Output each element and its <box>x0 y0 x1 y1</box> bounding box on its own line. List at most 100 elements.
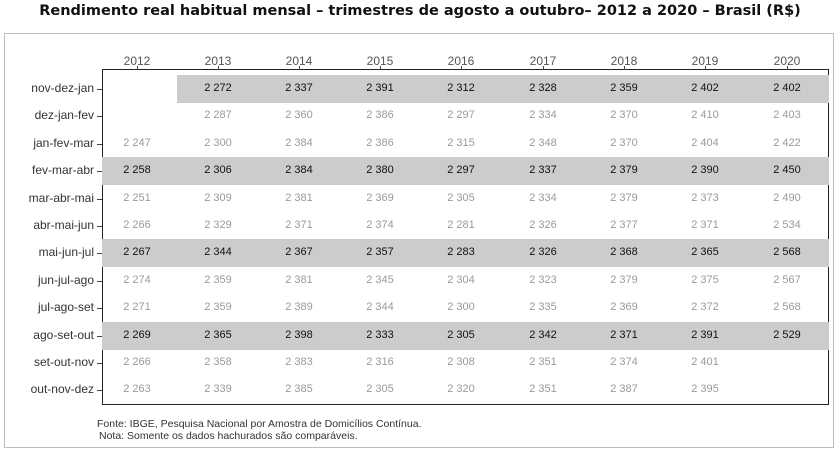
column-header: 2016 <box>447 54 475 68</box>
table-cell: 2 297 <box>447 109 475 122</box>
row-label: set-out-nov <box>33 355 94 369</box>
table-cell: 2 315 <box>447 136 475 149</box>
table-cell: 2 337 <box>529 164 557 177</box>
row-label: mai-jun-jul <box>38 245 94 260</box>
table-cell: 2 490 <box>773 191 801 204</box>
table-cell: 2 384 <box>285 164 313 177</box>
row-label: ago-set-out <box>33 327 94 342</box>
table-cell: 2 374 <box>610 356 638 368</box>
table-cell: 2 251 <box>123 191 151 204</box>
column-tick <box>380 66 381 70</box>
table-cell: 2 305 <box>447 191 475 204</box>
table-cell: 2 359 <box>610 82 638 94</box>
table-cell: 2 381 <box>285 273 313 286</box>
table-cell: 2 266 <box>123 356 151 368</box>
table-cell: 2 312 <box>447 82 475 94</box>
row-label: jun-jul-ago <box>37 272 94 287</box>
table-cell: 2 357 <box>366 246 394 259</box>
row-tick <box>97 253 102 255</box>
highlight-band <box>102 157 829 186</box>
row-tick <box>97 143 102 145</box>
table-cell: 2 326 <box>529 219 557 231</box>
table-cell: 2 247 <box>123 136 151 149</box>
table-cell: 2 373 <box>691 191 719 204</box>
table-cell: 2 308 <box>447 356 475 368</box>
table-cell: 2 266 <box>123 219 151 231</box>
column-header: 2014 <box>285 54 313 68</box>
column-tick <box>461 66 462 70</box>
row-label: jul-ago-set <box>37 300 94 315</box>
table-cell: 2 395 <box>691 383 719 396</box>
table-cell: 2 306 <box>204 164 232 177</box>
column-tick <box>624 66 625 70</box>
table-cell: 2 389 <box>285 301 313 314</box>
table-cell: 2 326 <box>529 246 557 259</box>
table-cell: 2 379 <box>610 273 638 286</box>
table-cell: 2 567 <box>773 273 801 286</box>
table-cell: 2 335 <box>529 301 557 314</box>
table-cell: 2 271 <box>123 301 151 314</box>
highlight-band <box>177 75 829 103</box>
column-header: 2017 <box>529 54 557 68</box>
row-tick <box>97 89 102 90</box>
table-cell: 2 402 <box>773 82 801 94</box>
table-cell: 2 391 <box>691 328 719 341</box>
column-tick <box>787 66 788 70</box>
chart-frame <box>4 33 834 448</box>
table-cell: 2 380 <box>366 164 394 177</box>
table-cell: 2 339 <box>204 383 232 396</box>
table-cell: 2 568 <box>773 246 801 259</box>
table-cell: 2 267 <box>123 246 151 259</box>
table-cell: 2 369 <box>610 301 638 314</box>
table-cell: 2 304 <box>447 273 475 286</box>
row-tick <box>97 390 102 392</box>
table-cell: 2 367 <box>285 246 313 259</box>
table-cell: 2 371 <box>285 219 313 231</box>
row-label: fev-mar-abr <box>31 163 94 178</box>
column-tick <box>705 66 706 70</box>
column-tick <box>137 66 138 70</box>
row-tick <box>97 226 102 227</box>
table-cell: 2 281 <box>447 219 475 231</box>
row-label: out-nov-dez <box>30 382 94 397</box>
row-tick <box>97 198 102 200</box>
table-cell: 2 300 <box>447 301 475 314</box>
column-header: 2018 <box>610 54 638 68</box>
table-cell: 2 375 <box>691 273 719 286</box>
table-cell: 2 568 <box>773 301 801 314</box>
table-cell: 2 344 <box>366 301 394 314</box>
column-header: 2012 <box>123 54 151 68</box>
table-cell: 2 450 <box>773 164 801 177</box>
table-cell: 2 351 <box>529 383 557 396</box>
table-cell: 2 377 <box>610 219 638 231</box>
table-cell: 2 403 <box>773 109 801 122</box>
table-cell: 2 328 <box>529 82 557 94</box>
table-cell: 2 390 <box>691 164 719 177</box>
table-cell: 2 316 <box>366 356 394 368</box>
table-cell: 2 309 <box>204 191 232 204</box>
row-tick <box>97 363 102 364</box>
row-label: nov-dez-jan <box>31 81 94 95</box>
table-cell: 2 334 <box>529 109 557 122</box>
table-cell: 2 263 <box>123 383 151 396</box>
table-cell: 2 269 <box>123 328 151 341</box>
table-cell: 2 334 <box>529 191 557 204</box>
table-cell: 2 297 <box>447 164 475 177</box>
table-cell: 2 333 <box>366 328 394 341</box>
table-cell: 2 305 <box>447 328 475 341</box>
table-cell: 2 358 <box>204 356 232 368</box>
comparability-note: Nota: Somente os dados hachurados são co… <box>99 430 358 442</box>
table-cell: 2 383 <box>285 356 313 368</box>
table-cell: 2 345 <box>366 273 394 286</box>
column-header: 2020 <box>773 54 801 68</box>
column-tick <box>299 66 300 70</box>
table-cell: 2 274 <box>123 273 151 286</box>
table-cell: 2 368 <box>610 246 638 259</box>
column-tick <box>543 66 544 70</box>
table-cell: 2 372 <box>691 301 719 314</box>
row-label: jan-fev-mar <box>33 135 94 150</box>
table-cell: 2 404 <box>691 136 719 149</box>
table-cell: 2 371 <box>610 328 638 341</box>
table-cell: 2 529 <box>773 328 801 341</box>
row-label: dez-jan-fev <box>34 108 94 123</box>
